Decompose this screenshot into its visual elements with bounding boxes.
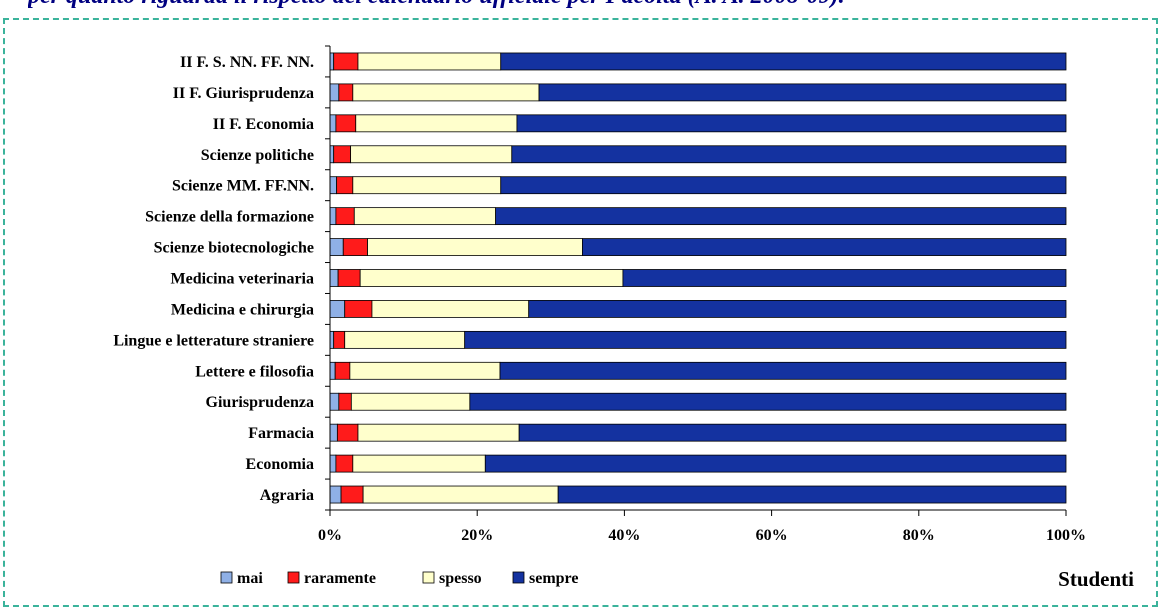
legend-swatch-mai xyxy=(220,571,233,584)
bar-sempre-lettere-e-filosofia xyxy=(499,361,1067,380)
x-tick-label-60: 60% xyxy=(756,527,788,544)
bar-raramente-ii-f-economia xyxy=(335,114,357,133)
bar-sempre-lingue-e-letterature-straniere xyxy=(464,330,1067,349)
bar-spesso-medicina-e-chirurgia xyxy=(371,300,530,318)
bar-sempre-scienze-della-formazione xyxy=(495,207,1067,226)
bar-sempre-ii-f-s-nn-ff-nn xyxy=(500,52,1067,71)
x-tick-label-20: 20% xyxy=(461,527,493,544)
bar-raramente-giurisprudenza xyxy=(338,392,352,411)
category-label-ii-f-economia: II F. Economia xyxy=(213,116,314,133)
bar-mai-lettere-e-filosofia xyxy=(329,361,336,380)
category-label-farmacia: Farmacia xyxy=(248,425,314,442)
category-label-medicina-veterinaria: Medicina veterinaria xyxy=(170,271,314,288)
bar-raramente-ii-f-s-nn-ff-nn xyxy=(333,52,359,71)
bar-mai-medicina-veterinaria xyxy=(329,269,339,287)
unit-label: Studenti xyxy=(1058,567,1134,591)
bar-mai-economia xyxy=(329,454,337,473)
bar-mai-giurisprudenza xyxy=(329,392,340,411)
legend-label-raramente: raramente xyxy=(304,570,376,587)
bar-mai-scienze-politiche xyxy=(329,145,335,164)
bar-raramente-scienze-biotecnologiche xyxy=(342,238,368,256)
bar-spesso-farmacia xyxy=(357,423,520,442)
legend-swatch-spesso xyxy=(422,571,435,584)
bar-sempre-scienze-mm-ff-nn xyxy=(500,176,1067,195)
bar-spesso-scienze-biotecnologiche xyxy=(367,238,583,256)
bar-sempre-scienze-politiche xyxy=(511,145,1067,164)
bar-mai-ii-f-giurisprudenza xyxy=(329,83,340,102)
bar-raramente-medicina-e-chirurgia xyxy=(344,300,373,318)
bar-spesso-giurisprudenza xyxy=(350,392,471,411)
bar-mai-farmacia xyxy=(329,423,338,442)
legend-label-mai: mai xyxy=(237,570,263,587)
category-label-ii-f-giurisprudenza: II F. Giurisprudenza xyxy=(173,85,314,102)
bar-raramente-scienze-della-formazione xyxy=(335,207,355,226)
bar-sempre-medicina-e-chirurgia xyxy=(528,300,1067,318)
bar-spesso-scienze-mm-ff-nn xyxy=(352,176,502,195)
bar-sempre-scienze-biotecnologiche xyxy=(582,238,1067,256)
bar-spesso-economia xyxy=(352,454,486,473)
bar-spesso-ii-f-economia xyxy=(355,114,518,133)
bar-spesso-scienze-politiche xyxy=(350,145,513,164)
bar-spesso-medicina-veterinaria xyxy=(359,269,624,287)
legend-swatch-raramente xyxy=(287,571,300,584)
bar-sempre-ii-f-economia xyxy=(516,114,1067,133)
bar-mai-agraria xyxy=(329,485,342,504)
bar-raramente-farmacia xyxy=(336,423,359,442)
bar-spesso-lingue-e-letterature-straniere xyxy=(344,330,466,349)
chart-frame xyxy=(3,18,1158,607)
category-label-scienze-biotecnologiche: Scienze biotecnologiche xyxy=(154,240,314,257)
bar-raramente-lettere-e-filosofia xyxy=(334,361,351,380)
category-label-agraria: Agraria xyxy=(260,487,314,504)
bar-mai-scienze-mm-ff-nn xyxy=(329,176,338,195)
category-label-giurisprudenza: Giurisprudenza xyxy=(206,394,314,411)
bar-mai-ii-f-s-nn-ff-nn xyxy=(329,52,335,71)
category-label-medicina-e-chirurgia: Medicina e chirurgia xyxy=(171,301,314,318)
bar-sempre-medicina-veterinaria xyxy=(622,269,1067,287)
bar-mai-medicina-e-chirurgia xyxy=(329,300,346,318)
x-tick-label-0: 0% xyxy=(318,527,342,544)
bar-mai-scienze-biotecnologiche xyxy=(329,238,344,256)
bar-raramente-scienze-politiche xyxy=(333,145,352,164)
bar-raramente-scienze-mm-ff-nn xyxy=(336,176,354,195)
banner-title: per quanto riguarda il rispetto del cale… xyxy=(28,0,1161,10)
bar-sempre-agraria xyxy=(557,485,1067,504)
bar-mai-ii-f-economia xyxy=(329,114,337,133)
legend-label-spesso: spesso xyxy=(439,570,482,587)
bar-sempre-ii-f-giurisprudenza xyxy=(538,83,1067,102)
bar-spesso-lettere-e-filosofia xyxy=(349,361,501,380)
x-tick-label-100: 100% xyxy=(1046,527,1086,544)
category-label-ii-f-s-nn-ff-nn: II F. S. NN. FF. NN. xyxy=(180,54,314,71)
bar-raramente-agraria xyxy=(340,485,364,504)
category-label-economia: Economia xyxy=(246,456,314,473)
legend-swatch-sempre xyxy=(512,571,525,584)
bar-spesso-scienze-della-formazione xyxy=(353,207,497,226)
bar-sempre-giurisprudenza xyxy=(469,392,1067,411)
bar-mai-lingue-e-letterature-straniere xyxy=(329,330,335,349)
category-label-scienze-mm-ff-nn: Scienze MM. FF.NN. xyxy=(172,178,314,195)
bar-raramente-medicina-veterinaria xyxy=(337,269,361,287)
bar-mai-scienze-della-formazione xyxy=(329,207,337,226)
legend-label-sempre: sempre xyxy=(529,570,578,587)
category-label-scienze-della-formazione: Scienze della formazione xyxy=(145,209,314,226)
x-tick-label-40: 40% xyxy=(608,527,640,544)
bar-spesso-ii-f-giurisprudenza xyxy=(352,83,540,102)
bar-raramente-lingue-e-letterature-straniere xyxy=(333,330,346,349)
category-label-lingue-e-letterature-straniere: Lingue e letterature straniere xyxy=(113,332,314,349)
bar-spesso-ii-f-s-nn-ff-nn xyxy=(357,52,502,71)
bar-sempre-economia xyxy=(484,454,1067,473)
category-label-scienze-politiche: Scienze politiche xyxy=(201,147,314,164)
bar-raramente-economia xyxy=(335,454,354,473)
bar-raramente-ii-f-giurisprudenza xyxy=(338,83,354,102)
bar-spesso-agraria xyxy=(362,485,559,504)
x-tick-label-80: 80% xyxy=(903,527,935,544)
bar-sempre-farmacia xyxy=(518,423,1067,442)
category-label-lettere-e-filosofia: Lettere e filosofia xyxy=(195,363,314,380)
